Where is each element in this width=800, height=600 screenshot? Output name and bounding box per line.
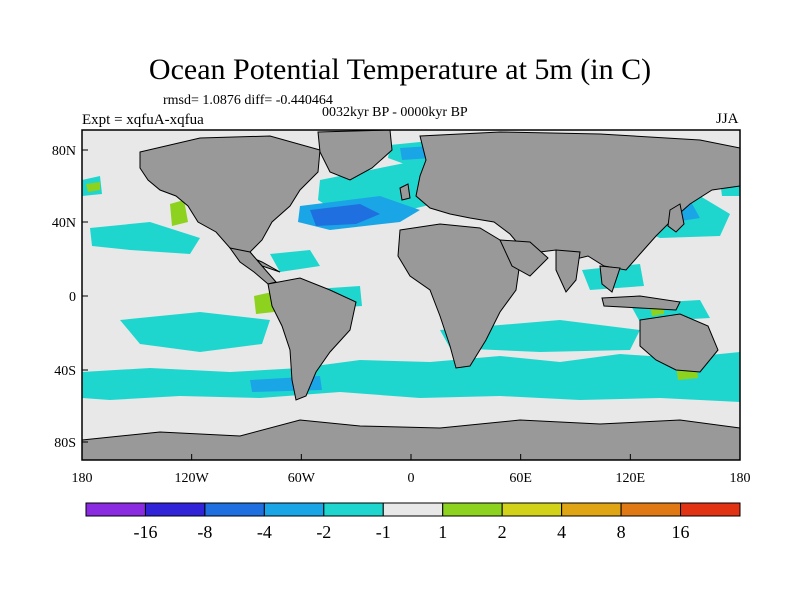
lat-tick-label: 40S xyxy=(54,364,76,379)
british-isles xyxy=(399,183,411,201)
lat-tick-label: 40N xyxy=(52,216,76,231)
lon-tick-label: 180 xyxy=(730,471,751,486)
colorbar-swatch xyxy=(620,502,682,517)
colorbar-swatch xyxy=(382,502,444,517)
arabia xyxy=(499,239,549,277)
colorbar-label: 8 xyxy=(617,522,626,542)
time-period-label: 0032kyr BP - 0000kyr BP xyxy=(322,105,468,120)
season-label: JJA xyxy=(716,111,739,127)
colorbar-label: -8 xyxy=(197,522,212,542)
colorbar-label: -2 xyxy=(316,522,331,542)
anomaly-warm-1 xyxy=(86,182,698,380)
colorbar-swatch xyxy=(144,502,206,517)
lon-tick-label: 120E xyxy=(616,471,646,486)
eurasia xyxy=(415,131,740,271)
india xyxy=(555,249,581,293)
colorbar-label: -16 xyxy=(133,522,157,542)
japan xyxy=(667,203,685,233)
colorbar-label: -4 xyxy=(257,522,272,542)
land-masses xyxy=(82,130,740,460)
plot-title: Ocean Potential Temperature at 5m (in C) xyxy=(148,53,652,86)
longitude-axis: 180 120W 60W 0 60E 120E 180 xyxy=(72,454,751,486)
colorbar-swatch xyxy=(263,502,325,517)
south-america xyxy=(267,277,357,401)
africa xyxy=(397,223,521,369)
lat-tick-label: 80N xyxy=(52,144,76,159)
lat-tick-label: 0 xyxy=(69,290,76,305)
colorbar: -16 -8 -4 -2 -1 1 2 4 8 16 xyxy=(85,502,741,542)
antarctica xyxy=(82,419,740,460)
lon-tick-label: 60W xyxy=(288,471,316,486)
colorbar-swatch xyxy=(501,502,563,517)
lat-tick-label: 80S xyxy=(54,436,76,451)
colorbar-label: 16 xyxy=(672,522,690,542)
southeast-asia xyxy=(599,265,621,293)
colorbar-label: 2 xyxy=(498,522,507,542)
map-field xyxy=(82,130,740,460)
lon-tick-label: 120W xyxy=(175,471,210,486)
north-america xyxy=(139,135,321,273)
colorbar-swatch xyxy=(561,502,622,517)
experiment-label: Expt = xqfuA-xqfua xyxy=(82,112,204,128)
colorbar-swatch xyxy=(680,502,741,517)
colorbar-swatch xyxy=(204,502,265,517)
colorbar-swatch xyxy=(323,502,384,517)
colorbar-swatch xyxy=(442,502,503,517)
lon-tick-label: 60E xyxy=(509,471,532,486)
greenland xyxy=(317,130,393,181)
lon-tick-label: 180 xyxy=(72,471,93,486)
colorbar-label: -1 xyxy=(376,522,391,542)
indonesia xyxy=(601,295,681,311)
colorbar-label: 1 xyxy=(438,522,447,542)
latitude-axis: 80N 40N 0 40S 80S xyxy=(52,144,88,451)
colorbar-label: 4 xyxy=(557,522,566,542)
colorbar-swatch xyxy=(85,502,146,517)
australia xyxy=(639,313,719,373)
lon-tick-label: 0 xyxy=(408,471,415,486)
rmsd-diff-stats: rmsd= 1.0876 diff= -0.440464 xyxy=(163,93,333,108)
